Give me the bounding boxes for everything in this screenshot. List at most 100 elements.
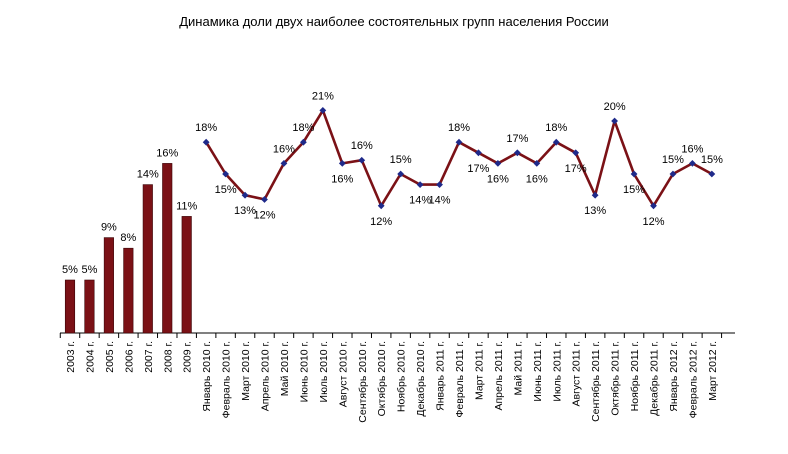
line-data-label: 15%	[390, 154, 412, 166]
line-point	[241, 191, 249, 199]
x-tick-label: Июнь 2010 г.	[298, 341, 310, 402]
line-data-label: 18%	[195, 122, 217, 134]
x-tick-label: Июнь 2011 г.	[532, 341, 544, 402]
line-point	[689, 160, 696, 167]
x-tick-label: 2003 г.	[65, 341, 77, 373]
line-data-label: 13%	[584, 205, 606, 217]
bar-data-label: 9%	[101, 222, 117, 234]
x-tick-label: Октябрь 2010 г.	[376, 341, 388, 416]
line-data-label: 18%	[292, 122, 314, 134]
line-point	[358, 156, 366, 164]
x-tick-label: Январь 2012 г.	[668, 341, 680, 412]
x-tick-label: Май 2011 г.	[512, 341, 524, 395]
line-data-label: 16%	[526, 173, 548, 185]
line-point	[650, 202, 657, 210]
line-data-label: 17%	[506, 133, 528, 145]
line-data-label: 16%	[331, 173, 353, 185]
line-point	[669, 170, 677, 178]
x-tick-label: 2006 г.	[123, 341, 135, 373]
x-tick-label: Декабрь 2011 г.	[649, 341, 661, 416]
x-tick-label: Июль 2011 г.	[551, 341, 563, 402]
x-tick-label: Ноябрь 2011 г.	[629, 341, 641, 411]
line-data-label: 12%	[253, 209, 275, 221]
line-point	[338, 160, 346, 167]
line-data-label: 16%	[681, 143, 703, 155]
bar-data-label: 14%	[137, 169, 159, 181]
line-data-label: 12%	[642, 216, 664, 228]
line-point	[416, 181, 424, 188]
x-tick-label: Март 2010 г.	[240, 341, 252, 401]
line-data-label: 16%	[273, 143, 295, 155]
line-data-label: 18%	[448, 122, 470, 134]
line-data-label: 15%	[662, 154, 684, 166]
x-tick-label: Ноябрь 2010 г.	[396, 341, 408, 412]
line-point	[222, 170, 229, 178]
bar	[123, 247, 134, 334]
x-tick-label: Март 2012 г.	[707, 341, 719, 401]
x-tick-label: Февраль 2011 г.	[454, 341, 466, 418]
line-data-label: 14%	[429, 195, 451, 207]
line-point	[533, 160, 541, 167]
bar	[142, 184, 153, 334]
line-point	[300, 138, 307, 146]
line-point	[572, 149, 580, 157]
bar-data-label: 8%	[120, 232, 136, 244]
x-tick-label: Март 2011 г.	[473, 341, 485, 400]
line-point	[630, 170, 638, 178]
line-data-label: 17%	[565, 163, 587, 175]
line-point	[591, 191, 599, 199]
x-tick-label: Сентябрь 2010 г.	[357, 341, 369, 423]
line-point	[377, 202, 385, 210]
bar	[162, 163, 173, 334]
line-data-label: 16%	[487, 173, 509, 185]
x-tick-label: 2005 г.	[104, 341, 116, 373]
line-point	[513, 149, 521, 157]
bar	[103, 237, 114, 334]
bar-data-label: 16%	[156, 147, 178, 159]
line-data-label: 21%	[312, 90, 334, 102]
line-point	[455, 138, 463, 146]
line-data-label: 20%	[604, 101, 626, 113]
line-point	[475, 149, 482, 157]
line-point	[552, 138, 560, 146]
line-point	[708, 170, 716, 178]
x-tick-label: Октябрь 2011 г.	[610, 341, 622, 416]
x-tick-label: Апрель 2011 г.	[493, 341, 505, 411]
line-point	[494, 160, 502, 167]
line-data-label: 16%	[351, 140, 373, 152]
line-point	[261, 196, 268, 203]
x-tick-label: Февраль 2012 г.	[687, 341, 699, 418]
x-tick-label: Август 2011 г.	[571, 341, 583, 406]
bar	[64, 279, 76, 334]
line-data-label: 17%	[467, 163, 489, 175]
x-tick-label: Август 2010 г.	[337, 341, 349, 407]
line-data-label: 14%	[409, 195, 431, 207]
x-tick-label: Декабрь 2010 г.	[415, 341, 427, 417]
line-data-label: 18%	[545, 122, 567, 134]
line-point	[611, 117, 618, 125]
x-tick-label: Май 2010 г.	[279, 341, 291, 396]
bar	[181, 216, 192, 334]
chart-title: Динамика доли двух наиболее состоятельны…	[179, 14, 609, 29]
line-data-label: 15%	[623, 184, 645, 196]
x-tick-label: Апрель 2010 г.	[260, 341, 272, 411]
x-tick-label: Сентябрь 2011 г.	[590, 341, 602, 422]
x-tick-label: 2008 г.	[162, 341, 174, 373]
line-data-label: 13%	[234, 205, 256, 217]
line-point	[319, 107, 327, 114]
line-point	[436, 181, 443, 188]
bar-data-label: 11%	[176, 200, 197, 212]
x-tick-label: Февраль 2010 г.	[221, 341, 233, 418]
x-tick-label: 2007 г.	[143, 341, 155, 373]
x-tick-label: Январь 2011 г.	[435, 341, 447, 411]
bar	[84, 279, 95, 334]
x-tick-label: Июль 2010 г.	[318, 341, 330, 402]
line-point	[280, 160, 288, 167]
line-data-label: 15%	[215, 184, 237, 196]
bar-data-label: 5%	[62, 264, 78, 276]
line-data-label: 15%	[701, 154, 723, 166]
line-point	[397, 170, 405, 178]
line-data-label: 12%	[370, 216, 392, 228]
